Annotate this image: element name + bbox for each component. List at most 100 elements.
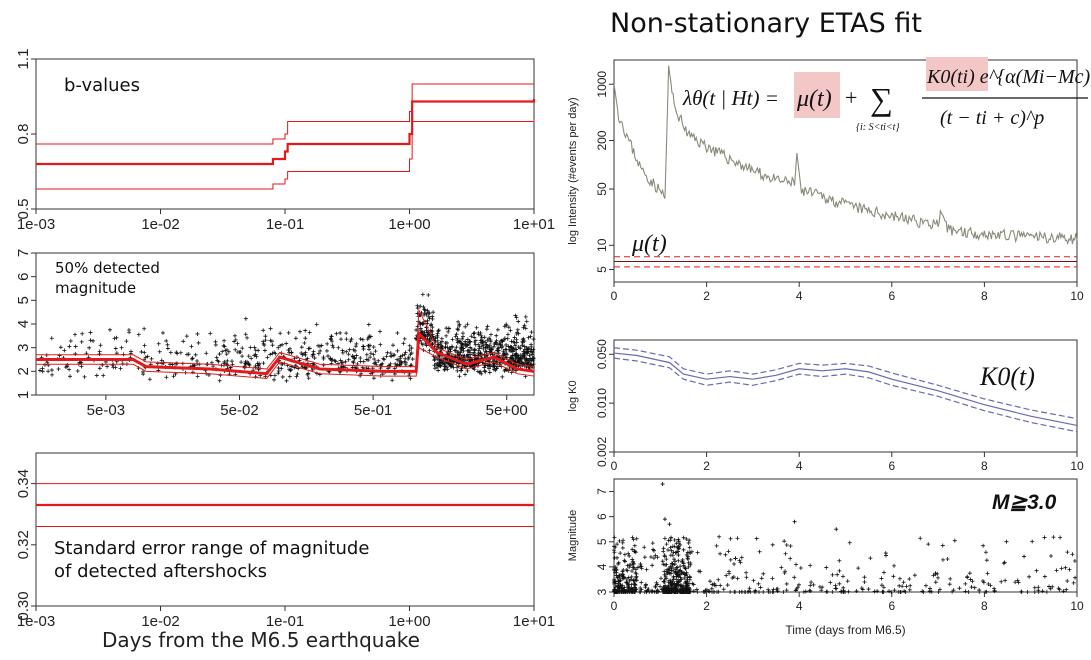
scatter-point (472, 330, 477, 335)
scatter-point (436, 328, 441, 333)
scatter-point (295, 372, 300, 377)
x-tick-label: 1e-02 (141, 216, 179, 233)
scatter-point (246, 354, 251, 359)
scatter-point (670, 563, 675, 568)
scatter-point (1042, 574, 1047, 579)
scatter-point (633, 582, 638, 587)
scatter-point (904, 584, 909, 589)
scatter-point (681, 563, 686, 568)
scatter-point (392, 352, 397, 357)
scatter-point (113, 346, 118, 351)
scatter-point (686, 585, 691, 590)
chart-title-line-2: magnitude (55, 279, 136, 297)
scatter-point (681, 587, 686, 592)
chart-intensity: 5 10 50 200 1000 0 2 4 6 8 10 log Intensity (#event… (567, 59, 1084, 303)
y-axis-label: log Intensity (#events per day) (567, 97, 579, 244)
scatter-point (112, 336, 117, 341)
scatter-point (428, 323, 433, 328)
scatter-point (476, 348, 481, 353)
scatter-point (224, 347, 229, 352)
scatter-point (253, 374, 258, 379)
scatter-point (105, 364, 110, 369)
scatter-point (673, 584, 678, 589)
scatter-point (58, 345, 63, 350)
formula-mu: μ(t) (796, 86, 832, 112)
scatter-point (425, 308, 430, 313)
scatter-point (670, 544, 675, 549)
scatter-point (351, 359, 356, 364)
scatter-point (714, 543, 719, 548)
scatter-point (111, 365, 116, 370)
scatter-point (965, 574, 970, 579)
scatter-point (232, 333, 237, 338)
scatter-point (896, 589, 901, 594)
scatter-point (612, 580, 617, 585)
series-upper-line (36, 309, 535, 370)
scatter-point (332, 358, 337, 363)
y-tick-label: 7 (15, 249, 32, 257)
scatter-point (344, 331, 349, 336)
x-tick-label: 8 (981, 459, 988, 473)
scatter-point (499, 339, 503, 344)
scatter-point (677, 568, 682, 573)
y-tick-label: 1000 (595, 71, 609, 98)
scatter-point (346, 352, 351, 357)
scatter-point (612, 535, 617, 540)
y-tick-label: 0.002 (595, 437, 609, 467)
scatter-point (688, 562, 693, 567)
scatter-point (444, 333, 449, 338)
scatter-point (681, 547, 686, 552)
scatter-point (781, 590, 786, 594)
scatter-point (757, 589, 762, 594)
scatter-point (195, 374, 200, 379)
scatter-point (443, 341, 448, 346)
scatter-point (912, 573, 917, 578)
scatter-point (525, 350, 530, 355)
scatter-point (306, 346, 311, 351)
scatter-point (316, 343, 321, 348)
scatter-point (426, 292, 431, 297)
plot-frame (35, 452, 535, 607)
scatter-point (521, 336, 526, 341)
scatter-point (165, 346, 170, 351)
chart-title: Standard error range of magnitude (54, 538, 369, 559)
scatter-point (1067, 567, 1072, 572)
scatter-point (901, 580, 906, 585)
scatter-point (616, 560, 621, 565)
scatter-point (420, 342, 425, 347)
scatter-point (1036, 588, 1041, 593)
scatter-point (399, 361, 404, 366)
scatter-point (307, 330, 312, 335)
scatter-point (239, 360, 244, 365)
scatter-point (529, 330, 534, 335)
scatter-point (661, 562, 666, 567)
scatter-point (317, 344, 322, 349)
scatter-point (293, 336, 298, 341)
scatter-point (139, 349, 144, 354)
scatter-point (208, 331, 213, 336)
scatter-point (676, 558, 681, 563)
scatter-point (667, 578, 672, 583)
scatter-point (830, 572, 835, 577)
scatter-point (622, 589, 627, 594)
scatter-point (365, 337, 370, 342)
scatter-point (616, 579, 621, 584)
scatter-point (528, 334, 533, 339)
scatter-point (147, 377, 152, 382)
scatter-point (653, 553, 658, 558)
scatter-point (672, 562, 677, 567)
scatter-point (492, 341, 497, 346)
scatter-point (664, 562, 669, 567)
scatter-point (142, 326, 147, 331)
scatter-point (248, 345, 253, 350)
scatter-point (263, 334, 268, 339)
scatter-point (91, 338, 96, 343)
scatter-point (502, 337, 507, 342)
scatter-point (837, 581, 842, 586)
scatter-point (817, 584, 822, 589)
scatter-point (615, 555, 620, 560)
scatter-point (247, 363, 252, 368)
scatter-points (612, 482, 1078, 594)
scatter-point (819, 588, 824, 593)
scatter-point (485, 343, 490, 348)
